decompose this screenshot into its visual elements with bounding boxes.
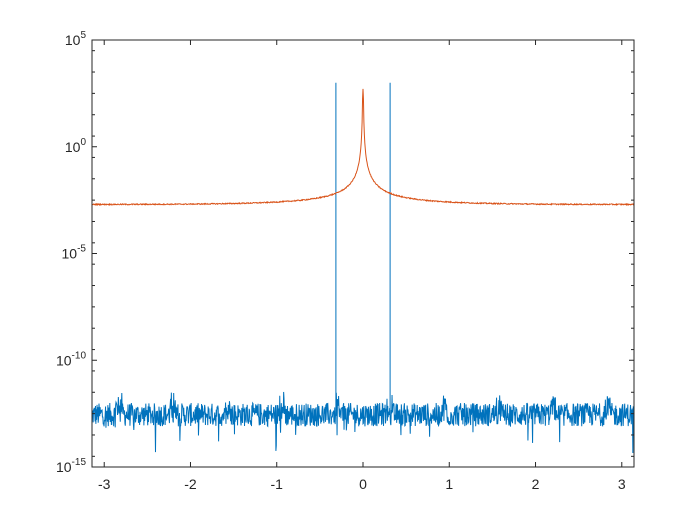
x-tick-label: 2 <box>532 476 540 492</box>
plot-area <box>92 40 634 467</box>
y-tick-label: 10-10 <box>56 350 86 368</box>
y-tick-label: 100 <box>65 137 87 155</box>
y-tick-label: 105 <box>65 30 87 48</box>
x-tick-label: 1 <box>445 476 453 492</box>
axes-layer: -3 -2 -1 0 1 2 3 10-15 10-10 10-5 100 105 <box>56 30 635 492</box>
x-tick-label: -2 <box>184 476 197 492</box>
x-tick-label: 0 <box>359 476 367 492</box>
x-tick-label: -1 <box>271 476 284 492</box>
series-1-line <box>92 391 634 454</box>
x-tick-label: 3 <box>618 476 626 492</box>
series-2-line <box>92 88 634 206</box>
y-tick-label: 10-5 <box>62 244 87 262</box>
x-tick-label: -3 <box>98 476 111 492</box>
series-layer <box>92 82 634 454</box>
y-tick-label: 10-15 <box>56 457 86 475</box>
